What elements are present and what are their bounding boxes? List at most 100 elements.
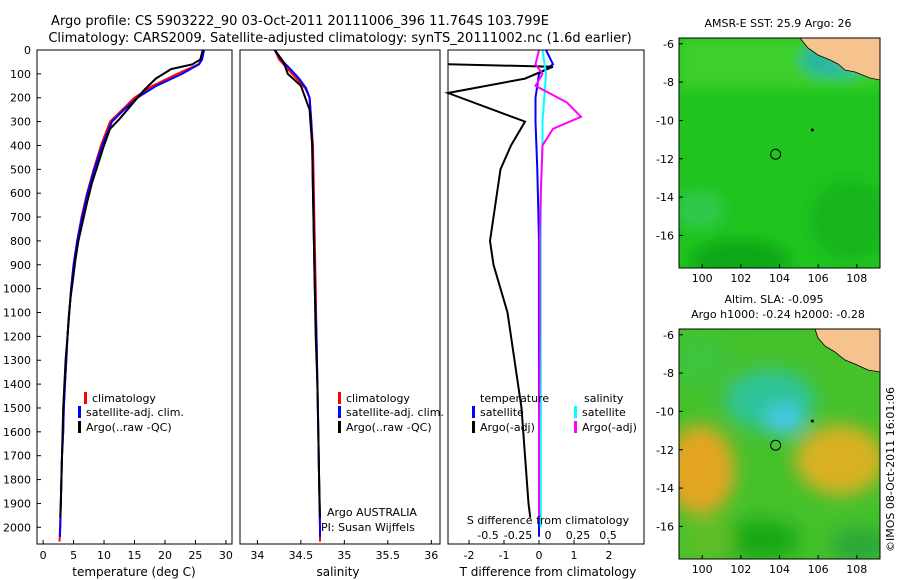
temperature-xlabel: temperature (deg C) (72, 565, 195, 579)
s-difference-ticks: -0.5 -0.25 0 0.25 0.5 (477, 529, 616, 542)
salinity-series-line-2 (273, 49, 321, 518)
x-tick-label: 35 (337, 549, 351, 562)
lon-tick-label: 104 (769, 272, 790, 285)
sla-field (679, 329, 880, 559)
x-tick-label: 10 (97, 549, 111, 562)
lat-tick-label: -12 (656, 444, 674, 457)
salinity-ticks: 34 34.5 35 35.5 36 (250, 540, 438, 562)
salinity-legend: climatology satellite-adj. clim. Argo(..… (338, 392, 444, 434)
y-tick-label: 1800 (3, 474, 31, 487)
x-tick-label: -2 (464, 549, 475, 562)
top-tick-label: 0.5 (599, 529, 617, 542)
y-tick-label: 900 (10, 259, 31, 272)
top-tick-label: 0 (545, 529, 552, 542)
x-tick-label: 35.5 (376, 549, 401, 562)
legend-swatch-argo (78, 421, 81, 433)
top-tick-label: -0.5 (477, 529, 498, 542)
x-tick-label: 2 (606, 549, 613, 562)
lat-tick-label: -10 (656, 405, 674, 418)
legend-swatch-climatology (84, 392, 87, 404)
land-outline (799, 38, 880, 81)
y-tick-label: 1100 (3, 307, 31, 320)
y-tick-label: 100 (10, 68, 31, 81)
argo-position-marker (770, 439, 782, 451)
legend-label-climatology: climatology (92, 392, 156, 405)
depth-ticks: 0 100 200 300 400 500 600 700 800 900 1000 1100 1200… (3, 44, 41, 534)
temperature-panel: 0100200300400500600700800900100011001200… (3, 44, 233, 579)
lon-tick-label: 106 (808, 563, 829, 576)
lat-tick-label: -14 (656, 191, 674, 204)
lat-tick-label: -8 (663, 367, 674, 380)
salinity-series (273, 49, 321, 542)
y-tick-label: 800 (10, 235, 31, 248)
legend-header-temperature: temperature (480, 392, 549, 405)
sla-map-panel: Altim. SLA: -0.095 Argo h1000: -0.24 h20… (656, 293, 881, 576)
x-tick-label: 34.5 (289, 549, 314, 562)
y-tick-label: 200 (10, 92, 31, 105)
sst-lat-ticks: -6 -8 -10 -12 -14 -16 (656, 38, 683, 242)
legend-swatch-s-satellite (574, 406, 577, 418)
sla-map-title-line-2: Argo h1000: -0.24 h2000: -0.28 (691, 308, 865, 321)
sla-lat-ticks: -6 -8 -10 -12 -14 -16 (656, 329, 683, 533)
lat-tick-label: -14 (656, 482, 674, 495)
difference-series-line-3 (534, 49, 583, 518)
legend-swatch-t-argo (472, 421, 475, 433)
x-tick-label: 20 (158, 549, 172, 562)
y-tick-label: 700 (10, 211, 31, 224)
lat-tick-label: -10 (656, 114, 674, 127)
legend-label-s-argo: Argo(-adj) (582, 421, 637, 434)
argo-position-marker (770, 148, 782, 160)
title-line-2: Climatology: CARS2009. Satellite-adjuste… (48, 31, 631, 46)
legend-label-s-satellite: satellite (582, 406, 626, 419)
lon-tick-label: 102 (730, 563, 751, 576)
legend-label-satellite: satellite-adj. clim. (86, 406, 184, 419)
lat-tick-label: -12 (656, 153, 674, 166)
x-tick-label: 15 (128, 549, 142, 562)
difference-axes-frame (447, 49, 645, 545)
temperature-ticks: 0 5 10 15 20 25 30 (40, 540, 233, 562)
y-tick-label: 1500 (3, 402, 31, 415)
x-tick-label: 25 (188, 549, 202, 562)
lon-tick-label: 104 (769, 563, 790, 576)
legend-swatch-climatology (338, 392, 341, 404)
land-outline (814, 329, 880, 373)
lat-tick-label: -16 (656, 520, 674, 533)
y-tick-label: 1600 (3, 426, 31, 439)
legend-label-argo: Argo(..raw -QC) (86, 421, 172, 434)
salinity-xlabel: salinity (316, 565, 359, 579)
y-tick-label: 0 (24, 44, 31, 57)
y-tick-label: 1300 (3, 354, 31, 367)
lon-tick-label: 100 (692, 272, 713, 285)
salinity-annotation-line-1: Argo AUSTRALIA (327, 506, 417, 519)
x-tick-label: 5 (70, 549, 77, 562)
legend-label-climatology: climatology (346, 392, 410, 405)
t-difference-xlabel: T difference from climatology (459, 565, 637, 579)
salinity-series-line-0 (273, 49, 321, 542)
legend-label-argo: Argo(..raw -QC) (346, 421, 432, 434)
salinity-annotation-line-2: PI: Susan Wijffels (321, 521, 415, 534)
x-tick-label: 34 (250, 549, 264, 562)
y-tick-label: 600 (10, 187, 31, 200)
y-tick-label: 1900 (3, 497, 31, 510)
difference-series-line-1 (444, 63, 554, 518)
lon-tick-label: 100 (692, 563, 713, 576)
difference-series-line-2 (539, 49, 548, 528)
salinity-axes-frame (239, 49, 441, 545)
lon-tick-label: 106 (808, 272, 829, 285)
lon-tick-label: 108 (846, 272, 867, 285)
legend-label-t-satellite: satellite (480, 406, 524, 419)
temperature-series-line-0 (58, 49, 205, 542)
lat-tick-label: -8 (663, 76, 674, 89)
legend-label-t-argo: Argo(-adj) (480, 421, 535, 434)
t-difference-ticks: -2 -1 0 1 2 (464, 540, 613, 562)
legend-swatch-satellite (338, 406, 341, 418)
y-tick-label: 300 (10, 116, 31, 129)
y-tick-label: 500 (10, 163, 31, 176)
temperature-series-line-2 (59, 49, 204, 518)
y-tick-label: 1200 (3, 330, 31, 343)
difference-series (444, 49, 583, 537)
legend-header-salinity: salinity (584, 392, 624, 405)
x-tick-label: 30 (219, 549, 233, 562)
s-difference-label: S difference from climatology (467, 514, 630, 527)
